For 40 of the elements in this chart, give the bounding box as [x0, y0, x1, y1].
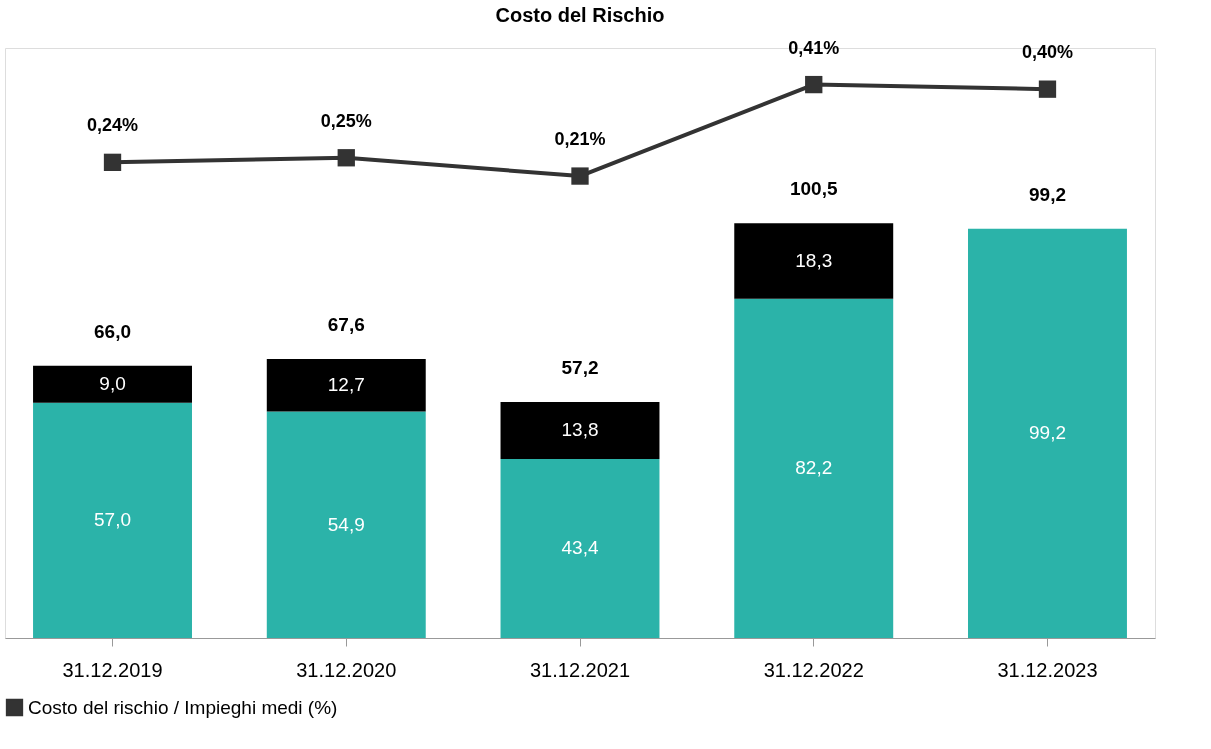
chart-title: Costo del Rischio: [495, 3, 665, 26]
bar: [968, 228, 1127, 638]
data-label: 0,24%: [87, 115, 139, 136]
data-label: 0,41%: [788, 37, 840, 58]
x-tick-label: 31.12.2020: [296, 658, 397, 681]
data-label: 99,2: [1028, 422, 1066, 444]
data-label: 0,25%: [320, 110, 372, 131]
bar: [33, 402, 192, 638]
data-label: 0,21%: [554, 129, 606, 150]
x-tick-label: 31.12.2021: [529, 658, 631, 681]
data-label: 13,8: [561, 419, 599, 441]
bar: [33, 365, 192, 403]
point: [337, 149, 355, 167]
point: [571, 167, 589, 185]
data-label: 0,40%: [1021, 42, 1073, 63]
data-label: 57,0: [94, 509, 132, 531]
data-label: 18,3: [795, 250, 833, 272]
data-label: 54,9: [327, 513, 365, 535]
x-tick-label: 31.12.2019: [62, 658, 163, 681]
point: [805, 75, 823, 94]
bar: [734, 223, 894, 299]
total-label: 100,5: [789, 178, 838, 200]
point: [1038, 80, 1057, 98]
data-label: 82,2: [795, 457, 833, 479]
bar: [734, 298, 894, 638]
total-label: 66,0: [94, 320, 132, 342]
x-tick-label: 31.12.2023: [997, 658, 1098, 681]
total-label: 67,6: [327, 314, 365, 336]
total-label: 99,2: [1028, 183, 1066, 205]
bar: [266, 359, 426, 412]
data-label: 43,4: [561, 537, 599, 559]
x-tick-label: 31.12.2022: [763, 658, 864, 681]
bar: [500, 402, 660, 459]
bar: [500, 458, 660, 638]
data-label: 9,0: [99, 373, 126, 395]
total-label: 57,2: [561, 357, 599, 378]
bar: [266, 411, 426, 638]
legend-label: Costo del rischio / Impieghi medi (%): [28, 696, 338, 718]
data-label: 12,7: [327, 374, 365, 396]
point: [103, 153, 122, 171]
